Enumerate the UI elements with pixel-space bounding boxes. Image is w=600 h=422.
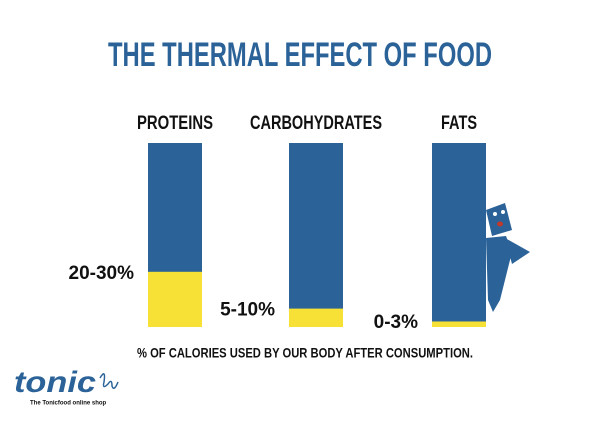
- x-axis-label: % OF CALORIES USED BY OUR BODY AFTER CON…: [137, 345, 473, 361]
- logo-flourish: [99, 373, 119, 389]
- category-label: FATS: [441, 113, 477, 134]
- category-label: CARBOHYDRATES: [250, 113, 382, 134]
- bar: [148, 271, 202, 327]
- category-label: PROTEINS: [137, 113, 213, 134]
- value-label: 5-10%: [220, 300, 275, 321]
- bar-background: [289, 143, 343, 327]
- logo-tagline: The Tonicfood online shop: [30, 401, 107, 407]
- value-label: 20-30%: [69, 263, 135, 284]
- value-label: 0-3%: [374, 312, 418, 333]
- bar-background: [432, 143, 486, 327]
- chart-title: THE THERMAL EFFECT OF FOOD: [108, 36, 492, 74]
- logo: tonic: [14, 366, 96, 399]
- bar: [289, 308, 343, 327]
- bar: [432, 321, 486, 327]
- mascot: [486, 203, 530, 312]
